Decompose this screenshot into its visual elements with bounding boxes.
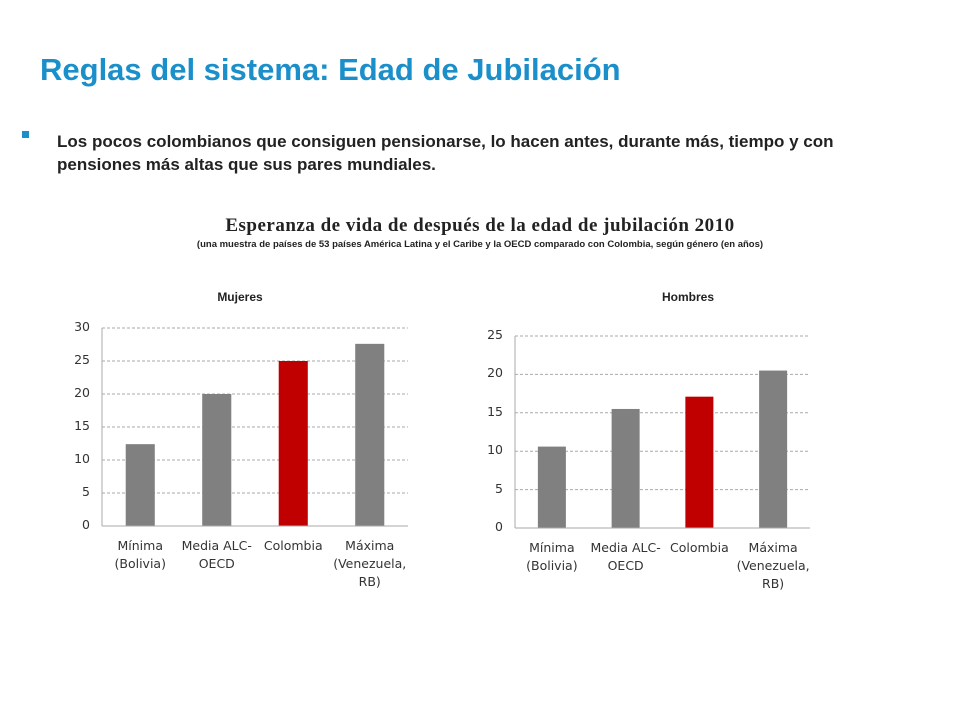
x-tick-label: Colombia <box>670 540 729 555</box>
bullet-text: Los pocos colombianos que consiguen pens… <box>57 132 834 174</box>
bar <box>537 446 566 528</box>
x-tick-label: Mínima (Bolivia) <box>114 538 166 571</box>
y-tick-label: 15 <box>487 403 503 419</box>
bar <box>759 370 788 528</box>
bar <box>685 396 714 528</box>
y-tick-label: 5 <box>82 484 90 499</box>
y-tick-label: 20 <box>487 365 503 381</box>
y-tick-label: 25 <box>487 327 503 342</box>
y-tick-label: 0 <box>495 519 503 534</box>
y-tick-label: 25 <box>74 352 90 367</box>
bullet-mark <box>22 131 29 138</box>
x-tick-label: Mínima (Bolivia) <box>526 540 578 573</box>
y-tick-label: 5 <box>495 480 503 496</box>
y-tick-label: 15 <box>74 418 90 433</box>
x-tick-label: Máxima (Venezuela, RB) <box>736 540 810 591</box>
bar <box>611 408 640 528</box>
bar <box>125 444 155 526</box>
bar <box>355 343 385 526</box>
y-tick-label: 20 <box>74 385 90 400</box>
figure-title: Esperanza de vida de después de la edad … <box>225 215 735 236</box>
x-tick-label: Media ALC-OECD <box>590 540 661 573</box>
y-tick-label: 30 <box>74 319 90 334</box>
x-tick-label: Máxima (Venezuela, RB) <box>333 538 407 589</box>
y-tick-label: 0 <box>82 517 90 532</box>
chart-title: Hombres <box>661 290 714 304</box>
x-tick-label: Media ALC-OECD <box>181 538 252 571</box>
x-tick-label: Colombia <box>263 538 323 553</box>
bar <box>202 394 232 526</box>
y-tick-label: 10 <box>74 451 90 466</box>
figure-subtitle: (una muestra de países de 53 países Amér… <box>196 239 764 250</box>
slide-title: Reglas del sistema: Edad de Jubilación <box>40 52 621 87</box>
y-tick-label: 10 <box>487 442 503 458</box>
chart-title: Mujeres <box>217 290 263 304</box>
bar <box>278 361 308 526</box>
